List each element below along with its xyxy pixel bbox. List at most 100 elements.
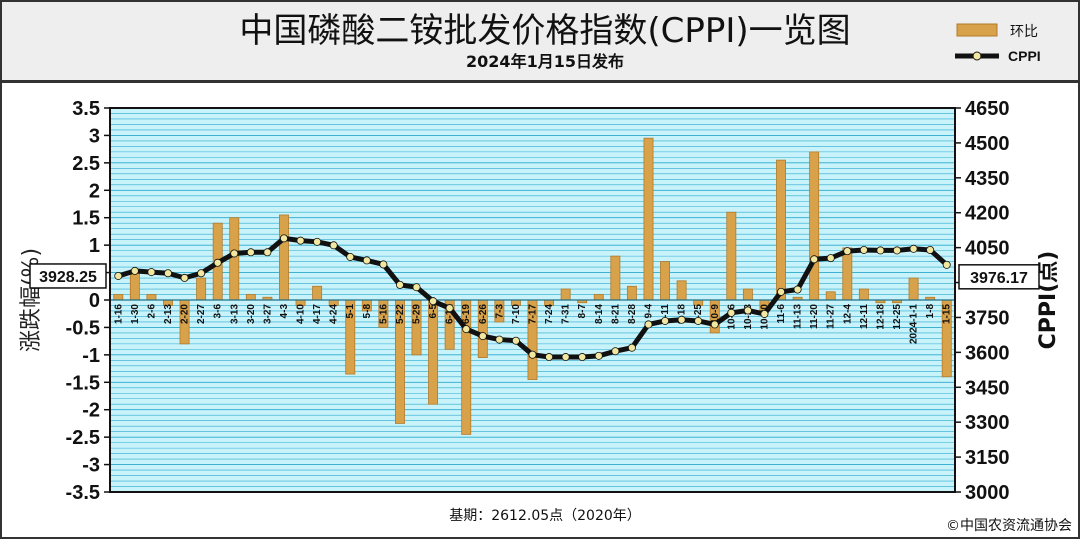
cppi-point — [163, 269, 172, 278]
left-axis-ticks: 3.532.521.510.50-0.5-1-1.5-2-2.5-3-3.5 — [66, 98, 110, 504]
cppi-point — [859, 245, 868, 254]
category-label: 5-29 — [412, 304, 423, 324]
category-label: 7-17 — [528, 304, 539, 324]
cppi-point — [180, 273, 189, 282]
cppi-point — [876, 246, 885, 255]
y-tick-label: -1.5 — [66, 372, 100, 394]
legend-label-bar: 环比 — [1010, 23, 1038, 39]
category-label: 9-4 — [643, 304, 654, 319]
category-label: 3-13 — [229, 304, 240, 324]
bar — [858, 288, 869, 301]
category-label: 2-13 — [163, 304, 174, 324]
cppi-point — [114, 271, 123, 280]
cppi-point — [727, 308, 736, 317]
cppi-point — [594, 351, 603, 360]
bar — [726, 211, 737, 301]
base-period-note: 基期：2612.05点（2020年） — [449, 507, 641, 524]
category-label: 5-22 — [395, 304, 406, 324]
bar — [245, 294, 256, 301]
cppi-point — [942, 260, 951, 269]
legend-bar-swatch — [956, 23, 998, 37]
bar — [825, 291, 836, 301]
y2-tick-label: 3750 — [965, 307, 1010, 329]
category-label: 11-20 — [809, 304, 820, 329]
bar — [660, 261, 671, 301]
y-tick-label: -3.5 — [66, 482, 100, 504]
cppi-point — [926, 245, 935, 254]
cppi-point — [197, 269, 206, 278]
right-axis-ticks: 4650450043504200405039003750360034503300… — [955, 98, 1010, 504]
cppi-point — [893, 246, 902, 255]
cppi-point — [346, 252, 355, 261]
y-tick-label: -1 — [82, 345, 100, 367]
category-label: 3-20 — [246, 304, 257, 324]
callout-last-box — [958, 264, 1040, 290]
category-label: 7-31 — [561, 304, 572, 324]
callout-last-value: 3976.17 — [970, 270, 1028, 287]
category-label: 2024-1-1 — [909, 304, 920, 344]
category-label: 8-14 — [594, 304, 605, 324]
category-label: 12-25 — [892, 304, 903, 330]
category-label: 9-11 — [660, 304, 671, 324]
header-band — [0, 0, 1080, 82]
cppi-point — [379, 260, 388, 269]
category-label: 12-4 — [842, 304, 853, 324]
cppi-point — [644, 320, 653, 329]
bar — [809, 151, 820, 301]
y2-tick-label: 4200 — [965, 203, 1010, 225]
category-label: 3-27 — [262, 304, 273, 324]
y-tick-label: 2 — [89, 180, 100, 202]
bar — [312, 285, 323, 301]
callout-first-value: 3928.25 — [39, 269, 97, 286]
copyright-note: ©中国农资流通协会 — [946, 518, 1072, 534]
cppi-point — [296, 236, 305, 245]
category-label: 11-13 — [793, 304, 804, 329]
category-label: 8-28 — [627, 304, 638, 324]
category-label: 5-8 — [362, 304, 373, 319]
category-label: 5-1 — [345, 304, 356, 319]
category-label: 9-25 — [693, 304, 704, 324]
y2-tick-label: 4050 — [965, 238, 1010, 260]
cppi-point — [246, 248, 255, 257]
bar — [279, 214, 289, 301]
y-tick-label: -2 — [82, 400, 100, 422]
cppi-point — [412, 283, 421, 292]
y-tick-label: 1 — [89, 235, 100, 257]
category-label: 4-10 — [296, 304, 307, 324]
y2-tick-label: 4500 — [965, 133, 1010, 155]
cppi-point — [279, 234, 288, 243]
legend-line-marker — [972, 51, 982, 61]
category-label: 12-18 — [875, 304, 886, 330]
cppi-point — [429, 297, 438, 306]
bar — [610, 255, 621, 301]
bar — [842, 247, 853, 301]
line-series — [114, 234, 951, 362]
category-label: 11-6 — [776, 304, 787, 324]
category-label: 4-17 — [312, 304, 323, 324]
bar — [776, 159, 786, 301]
bar — [742, 288, 753, 301]
bar — [676, 280, 687, 301]
cppi-point — [760, 309, 769, 318]
category-label: 8-7 — [577, 304, 588, 319]
bar — [146, 294, 157, 301]
category-label: 7-3 — [494, 304, 505, 319]
category-label: 1-16 — [113, 304, 124, 324]
y-tick-label: 3.5 — [72, 98, 100, 120]
y-tick-label: 0 — [89, 290, 100, 312]
category-label: 2-20 — [180, 304, 191, 324]
cppi-point — [511, 336, 520, 345]
cppi-point — [694, 316, 703, 325]
cppi-point — [362, 256, 371, 265]
cppi-point — [743, 306, 752, 315]
y2-tick-label: 3450 — [965, 377, 1010, 399]
category-label: 2-6 — [146, 304, 157, 319]
category-label: 2-27 — [196, 304, 207, 324]
chart-title: 中国磷酸二铵批发价格指数(CPPI)一览图 — [239, 11, 850, 51]
cppi-point — [843, 247, 852, 256]
cppi-point — [710, 320, 719, 329]
chart-border — [0, 81, 1080, 539]
bar — [593, 294, 604, 301]
cppi-point — [395, 280, 404, 289]
